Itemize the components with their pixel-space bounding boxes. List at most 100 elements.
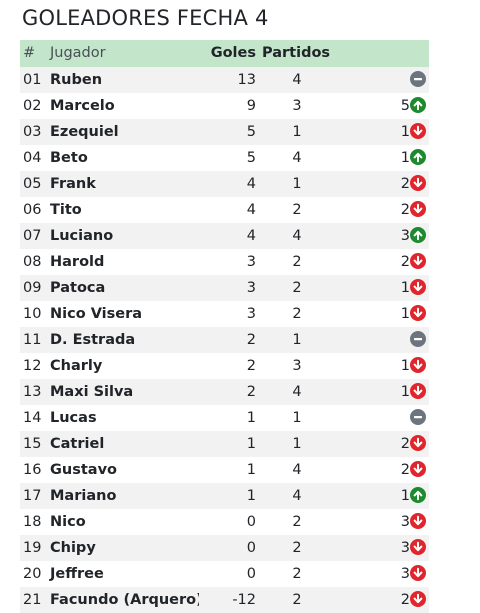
row-goals: 1 (199, 483, 259, 509)
row-trend (335, 327, 429, 353)
row-position-change: 3 (401, 228, 410, 244)
table-row: 03 Ezequiel 5 1 1 (20, 119, 429, 145)
row-goals: 3 (199, 275, 259, 301)
row-matches: 4 (259, 67, 335, 93)
row-position-change: 2 (401, 202, 410, 218)
row-player-name: Mariano (47, 483, 199, 509)
row-position: 12 (20, 353, 47, 379)
row-goals: 5 (199, 145, 259, 171)
table-body: 01 Ruben 13 4 02 Marcelo 9 3 5 03 Ezequiel 5 1 1 04 Bet… (20, 67, 429, 613)
row-goals: 9 (199, 93, 259, 119)
row-position: 18 (20, 509, 47, 535)
row-goals: 4 (199, 171, 259, 197)
row-position-change: 2 (401, 436, 410, 452)
row-matches: 1 (259, 327, 335, 353)
row-trend (335, 405, 429, 431)
header-matches[interactable]: Partidos (259, 40, 335, 67)
row-position: 06 (20, 197, 47, 223)
table-row: 15 Catriel 1 1 2 (20, 431, 429, 457)
arrow-down-circle-icon (410, 253, 426, 269)
row-trend: 2 (335, 171, 429, 197)
row-position-change: 5 (401, 98, 410, 114)
arrow-down-circle-icon (410, 461, 426, 477)
row-trend: 1 (335, 301, 429, 327)
table-row: 05 Frank 4 1 2 (20, 171, 429, 197)
table-row: 20 Jeffree 0 2 3 (20, 561, 429, 587)
row-position: 03 (20, 119, 47, 145)
row-position-change: 3 (401, 514, 410, 530)
row-trend: 3 (335, 223, 429, 249)
row-player-name: Beto (47, 145, 199, 171)
row-player-name: Luciano (47, 223, 199, 249)
row-position-change: 1 (401, 150, 410, 166)
table-row: 09 Patoca 3 2 1 (20, 275, 429, 301)
header-goals[interactable]: Goles (199, 40, 259, 67)
row-matches: 2 (259, 509, 335, 535)
row-goals: 5 (199, 119, 259, 145)
row-matches: 3 (259, 353, 335, 379)
row-position: 21 (20, 587, 47, 613)
row-goals: 0 (199, 535, 259, 561)
row-position-change: 2 (401, 254, 410, 270)
row-player-name: Chipy (47, 535, 199, 561)
arrow-up-circle-icon (410, 227, 426, 243)
row-player-name: Lucas (47, 405, 199, 431)
row-position-change: 1 (401, 124, 410, 140)
row-matches: 1 (259, 405, 335, 431)
table-row: 01 Ruben 13 4 (20, 67, 429, 93)
table-row: 11 D. Estrada 2 1 (20, 327, 429, 353)
row-matches: 4 (259, 457, 335, 483)
row-trend: 2 (335, 197, 429, 223)
row-position-change: 1 (401, 358, 410, 374)
row-player-name: D. Estrada (47, 327, 199, 353)
row-player-name: Nico (47, 509, 199, 535)
arrow-down-circle-icon (410, 123, 426, 139)
row-matches: 1 (259, 119, 335, 145)
row-goals: 1 (199, 405, 259, 431)
row-goals: 2 (199, 379, 259, 405)
row-position: 13 (20, 379, 47, 405)
table-row: 10 Nico Visera 3 2 1 (20, 301, 429, 327)
row-player-name: Jeffree (47, 561, 199, 587)
table-row: 13 Maxi Silva 2 4 1 (20, 379, 429, 405)
row-trend: 1 (335, 379, 429, 405)
row-position-change: 1 (401, 384, 410, 400)
row-position-change: 1 (401, 280, 410, 296)
arrow-up-circle-icon (410, 149, 426, 165)
row-trend: 1 (335, 119, 429, 145)
row-trend: 2 (335, 249, 429, 275)
arrow-down-circle-icon (410, 357, 426, 373)
row-goals: 4 (199, 197, 259, 223)
row-goals: 2 (199, 353, 259, 379)
row-matches: 2 (259, 535, 335, 561)
header-trend (335, 40, 429, 67)
row-trend: 1 (335, 145, 429, 171)
row-player-name: Frank (47, 171, 199, 197)
arrow-down-circle-icon (410, 435, 426, 451)
row-trend: 2 (335, 457, 429, 483)
header-num[interactable]: # (20, 40, 47, 67)
row-matches: 4 (259, 483, 335, 509)
row-player-name: Tito (47, 197, 199, 223)
row-matches: 1 (259, 171, 335, 197)
row-trend: 2 (335, 587, 429, 613)
row-goals: 3 (199, 301, 259, 327)
row-trend: 3 (335, 561, 429, 587)
table-row: 14 Lucas 1 1 (20, 405, 429, 431)
arrow-up-circle-icon (410, 97, 426, 113)
table-row: 18 Nico 0 2 3 (20, 509, 429, 535)
table-row: 04 Beto 5 4 1 (20, 145, 429, 171)
row-position-change: 3 (401, 566, 410, 582)
table-header-row: # Jugador Goles Partidos (20, 40, 429, 67)
row-position-change: 2 (401, 176, 410, 192)
arrow-down-circle-icon (410, 175, 426, 191)
row-position: 04 (20, 145, 47, 171)
row-position-change: 1 (401, 306, 410, 322)
row-goals: -12 (199, 587, 259, 613)
row-trend: 1 (335, 483, 429, 509)
row-player-name: Marcelo (47, 93, 199, 119)
row-player-name: Catriel (47, 431, 199, 457)
header-player[interactable]: Jugador (47, 40, 199, 67)
row-matches: 2 (259, 587, 335, 613)
arrow-down-circle-icon (410, 201, 426, 217)
